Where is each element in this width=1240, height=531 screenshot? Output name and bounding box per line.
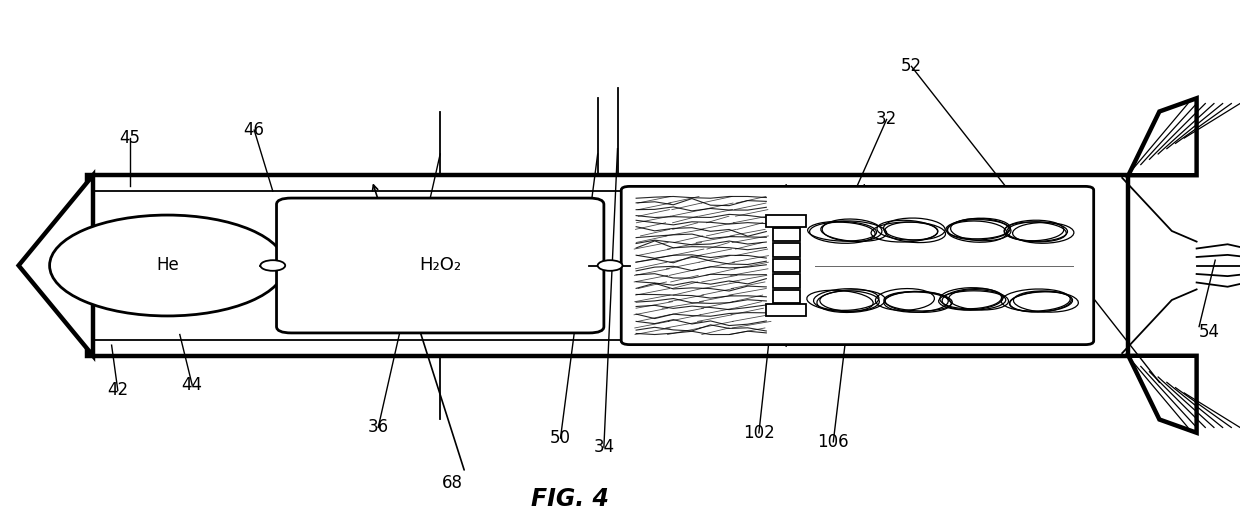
Text: 46: 46 [244,121,264,139]
Text: 54: 54 [1199,323,1219,341]
Text: 34: 34 [593,438,615,456]
Circle shape [50,215,285,316]
Text: 42: 42 [107,381,129,399]
FancyBboxPatch shape [621,186,1094,345]
Polygon shape [19,175,93,356]
Text: FIG. 4: FIG. 4 [532,487,609,511]
Polygon shape [1128,98,1197,175]
FancyBboxPatch shape [277,198,604,333]
Bar [773,274,800,288]
Polygon shape [1128,356,1197,433]
Text: 50: 50 [551,429,570,447]
Bar [766,216,806,227]
Circle shape [598,260,622,271]
Bar [773,228,800,241]
Text: H₂O₂: H₂O₂ [419,256,461,275]
Text: 106: 106 [817,433,849,451]
Text: He: He [156,256,179,275]
Text: 102: 102 [743,424,775,442]
Bar [773,259,800,272]
Text: 36: 36 [367,418,389,436]
Text: 52: 52 [900,57,923,75]
Text: 44: 44 [182,376,202,394]
Bar [773,243,800,257]
Circle shape [260,260,285,271]
Bar [766,304,806,315]
Text: 45: 45 [120,129,140,147]
Bar [87,175,1128,356]
Text: 68: 68 [443,474,463,492]
Text: 32: 32 [875,110,898,129]
Bar [773,290,800,303]
